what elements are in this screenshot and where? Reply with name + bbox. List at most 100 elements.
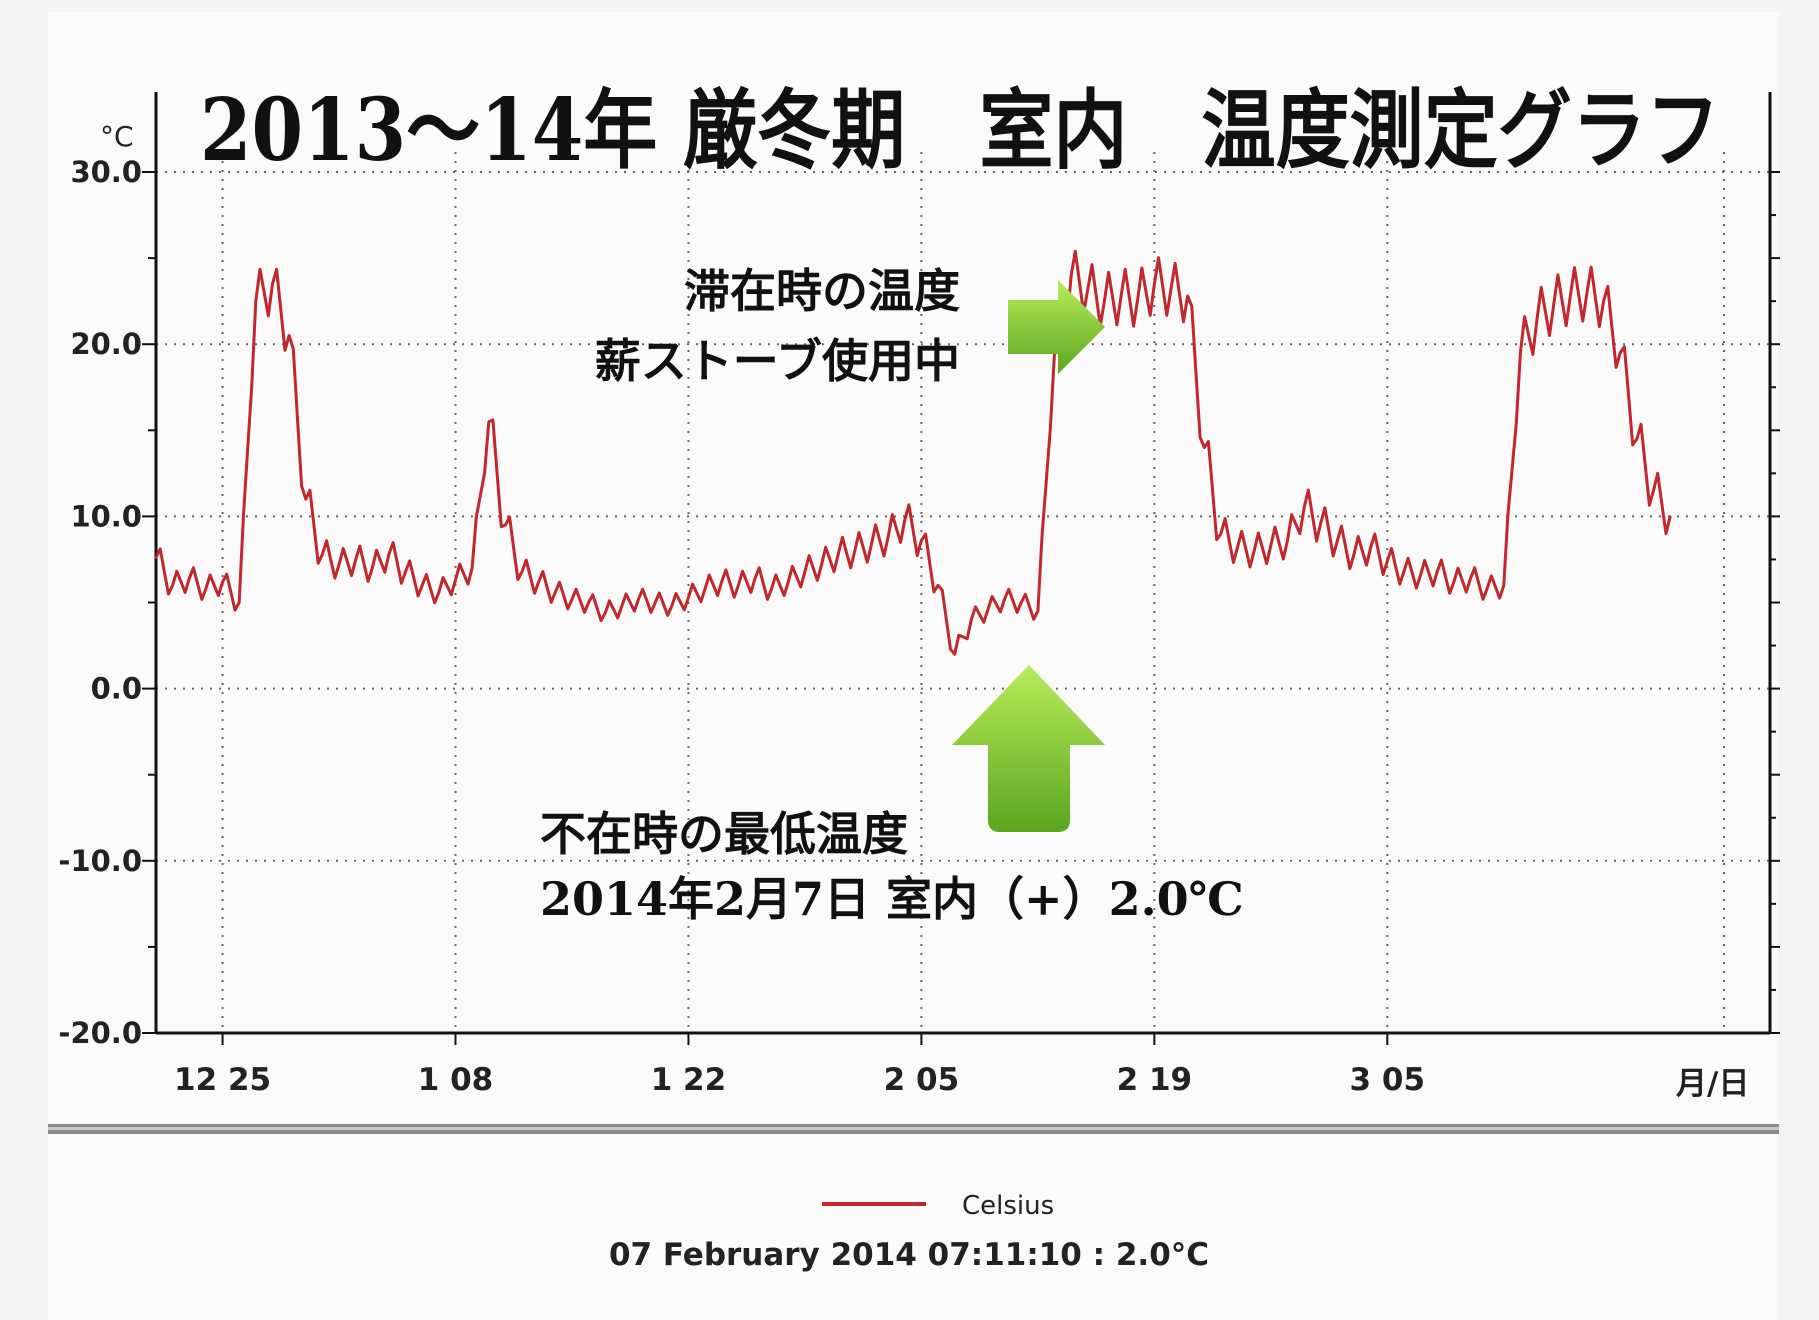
chart-frame [48,12,1779,1320]
data-point [1169,287,1173,291]
y-tick-label: 10.0 [70,499,142,533]
data-point [787,580,790,584]
data-point [287,334,291,337]
data-point [753,577,757,580]
data-point [237,601,241,604]
y-tick-label: 0.0 [91,672,142,706]
data-point [1519,351,1522,355]
data-point [720,580,723,584]
data-point [770,587,773,590]
data-point [1302,506,1306,509]
x-tick-label: 2 19 [1117,1062,1193,1098]
data-point [520,570,524,573]
data-point [221,580,224,584]
data-point [1103,299,1106,303]
data-point [554,590,557,594]
data-point [803,570,807,573]
data-point [1619,351,1622,355]
data-point [953,652,956,656]
data-point [1153,282,1156,286]
data-point [1219,532,1223,535]
data-point [620,604,624,608]
data-point [1036,609,1040,613]
x-tick-label: 1 22 [651,1062,727,1098]
data-point [1386,559,1389,563]
data-point [970,618,973,621]
data-point [903,518,906,522]
data-point [1186,294,1189,298]
data-point [837,553,840,556]
data-point [1003,597,1006,601]
data-point [1668,515,1672,518]
data-point [154,556,158,559]
data-point [387,553,391,556]
data-point [1419,573,1422,577]
data-point [820,563,823,566]
data-point [604,611,607,615]
data-point [1336,539,1339,542]
data-point [1286,539,1289,542]
data-point [1452,580,1456,584]
data-point [537,580,540,584]
data-point [188,577,191,580]
data-point [1069,274,1073,277]
annotation-absent-line1: 不在時の最低温度 [540,807,908,861]
data-point [1319,522,1322,525]
data-point [687,596,690,599]
y-tick-label: -20.0 [58,1016,142,1050]
y-tick-label: 30.0 [70,155,142,189]
annotation-absent-line2: 2014年2月7日 室内（+）2.0℃ [540,872,1244,926]
annotation-stay-line2: 薪ストーブ使用中 [595,334,960,388]
data-point [1635,437,1639,441]
data-point [870,542,873,546]
data-point [204,587,208,590]
data-point [1236,546,1239,549]
data-point [853,549,857,553]
data-point [1436,570,1439,573]
data-point [321,553,324,556]
data-point [1369,546,1372,549]
data-point [271,282,274,286]
data-point [1020,601,1023,604]
data-point [337,563,341,566]
data-point [504,523,507,527]
axes: 30.0 20.0 10.0 0.0 -10.0 -20.0 12 25 1 08 1 22 2 … [58,92,1780,1098]
data-point [404,570,407,573]
data-point [1269,544,1273,547]
data-point [587,601,590,604]
x-axis-unit-label: 月/日 [1676,1066,1749,1102]
data-point [254,299,258,303]
data-point [1552,303,1555,306]
y-axis-unit-label: °C [100,120,134,153]
data-point [1469,577,1472,580]
data-point [371,566,374,570]
data-point [1602,299,1605,303]
data-point [737,584,740,587]
data-point [171,584,174,587]
legend-label: Celsius [962,1191,1054,1221]
data-point [1502,584,1505,587]
data-point [936,584,940,587]
data-point [1652,489,1655,492]
data-point [1086,287,1089,291]
data-point [1485,587,1489,590]
arrow-right-icon [1008,280,1105,374]
data-point [1136,298,1139,301]
data-point [1585,291,1589,294]
data-point [437,590,441,594]
series-line-0 [154,249,1672,656]
data-point [986,608,990,611]
data-point [454,578,457,582]
data-point [637,597,640,601]
data-point [703,587,707,590]
data-point [487,420,490,423]
data-point [1569,294,1572,298]
data-point [886,535,890,539]
data-point [1203,446,1206,449]
data-point [570,597,574,601]
data-point [470,566,474,570]
data-point [421,584,424,587]
x-tick-label: 2 05 [884,1062,960,1098]
data-point [920,539,923,542]
